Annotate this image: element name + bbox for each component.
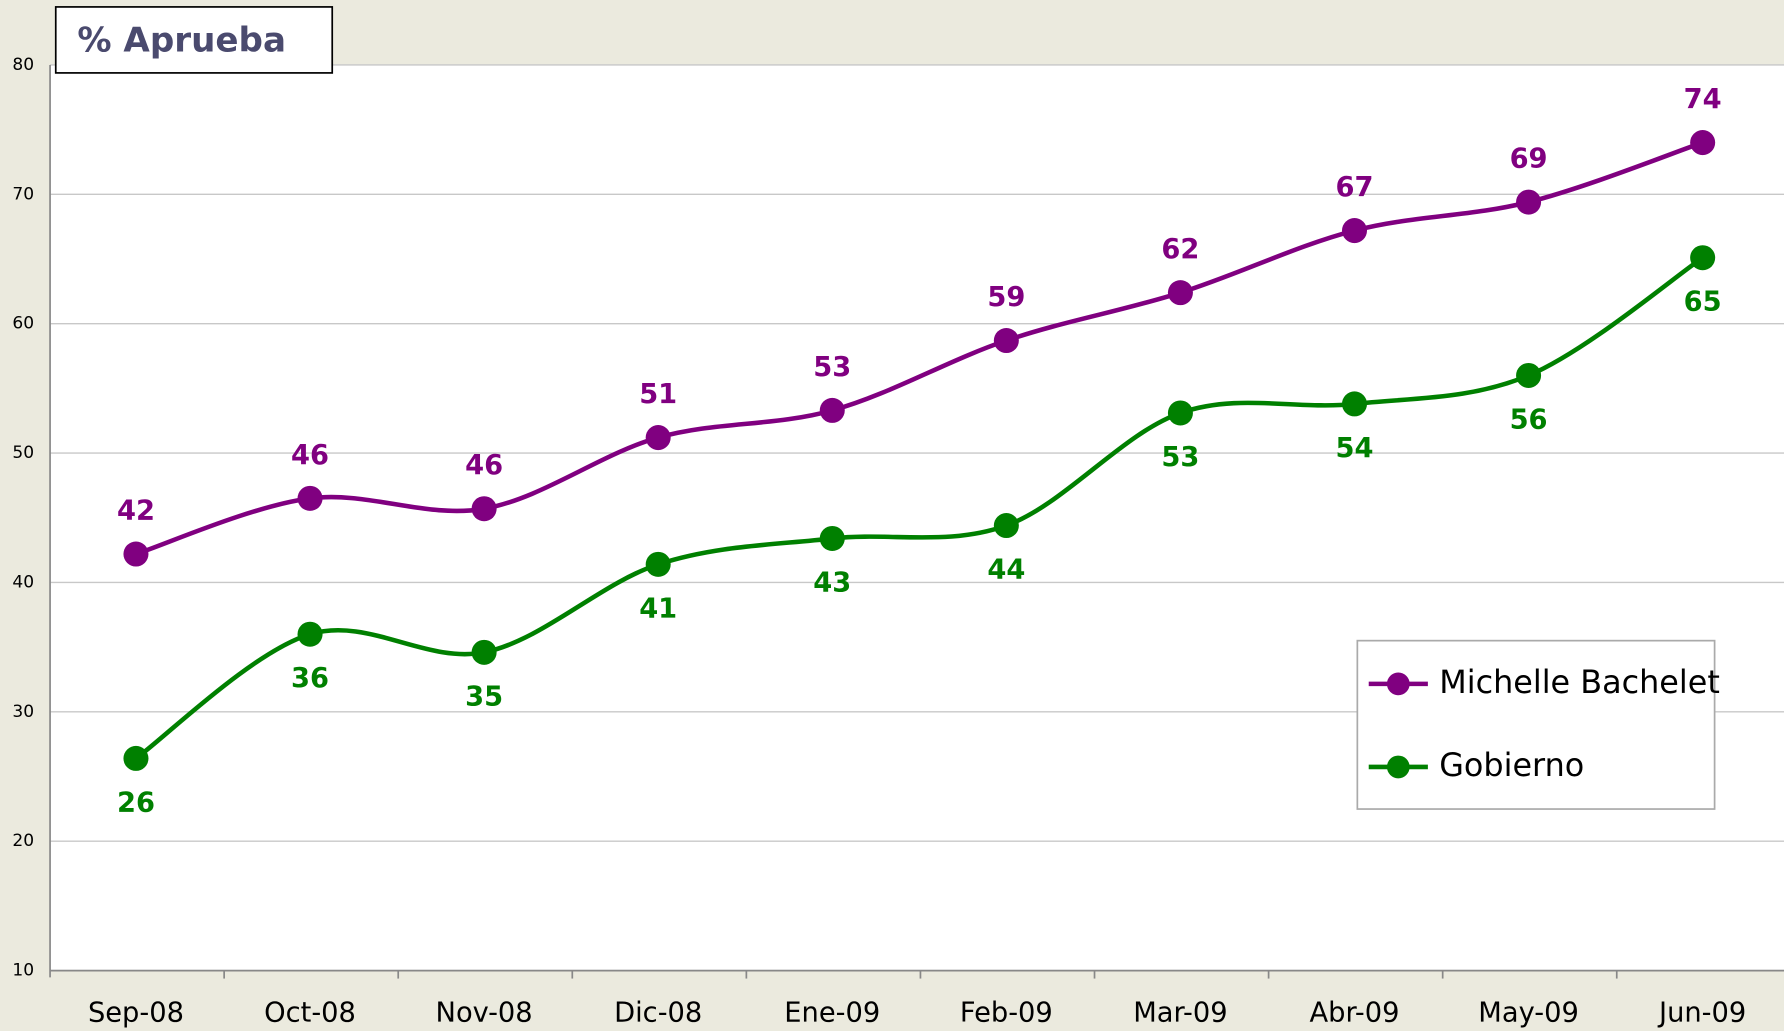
y-tick-label: 50 [12, 443, 34, 463]
y-tick-label: 40 [12, 572, 34, 592]
data-label: 46 [465, 450, 503, 481]
data-label: 26 [117, 787, 155, 818]
point [123, 541, 149, 567]
data-label: 74 [1684, 84, 1722, 115]
series-line [135, 140, 1704, 557]
point [297, 621, 323, 647]
data-label: 62 [1161, 234, 1199, 265]
y-tick-label: 20 [12, 831, 34, 851]
data-label: 35 [465, 681, 503, 712]
x-tick-label: Jun-09 [1657, 997, 1746, 1028]
point [645, 551, 671, 577]
data-label: 56 [1510, 404, 1548, 435]
legend-marker [1386, 755, 1410, 779]
data-label: 69 [1510, 143, 1548, 174]
data-label: 59 [987, 282, 1025, 313]
y-tick-label: 70 [12, 184, 34, 204]
point [645, 425, 671, 451]
point [1516, 362, 1542, 388]
y-tick-label: 80 [12, 55, 34, 75]
point [471, 496, 497, 522]
data-label: 51 [639, 379, 677, 410]
point [471, 639, 497, 665]
data-label: 41 [639, 593, 677, 624]
point [1167, 400, 1193, 426]
legend-label: Michelle Bachelet [1439, 663, 1720, 701]
legend-box [1356, 639, 1716, 810]
point [819, 397, 845, 423]
y-tick-label: 60 [12, 314, 34, 334]
data-label: 46 [291, 440, 329, 471]
x-tick-label: Feb-09 [960, 997, 1053, 1028]
data-label: 36 [291, 663, 329, 694]
x-tick-label: Abr-09 [1309, 997, 1399, 1028]
point [1516, 189, 1542, 215]
point [1167, 280, 1193, 306]
x-tick-label: Ene-09 [784, 997, 880, 1028]
point [819, 525, 845, 551]
x-tick-label: May-09 [1478, 997, 1579, 1028]
x-tick-label: Sep-08 [88, 997, 184, 1028]
point [123, 745, 149, 771]
point [1341, 218, 1368, 244]
series-line [134, 255, 1704, 761]
x-tick-label: Dic-08 [614, 997, 702, 1028]
x-tick-label: Oct-08 [264, 997, 356, 1028]
data-label: 54 [1335, 433, 1373, 464]
x-tick-label: Nov-08 [436, 997, 533, 1028]
data-label: 44 [987, 555, 1025, 586]
title-box [54, 6, 334, 74]
point [1690, 130, 1716, 156]
data-label: 43 [813, 567, 851, 598]
legend-label: Gobierno [1439, 746, 1584, 784]
point [1690, 245, 1716, 271]
data-label: 53 [1161, 442, 1199, 473]
data-label: 67 [1335, 172, 1373, 203]
legend-marker [1386, 672, 1410, 696]
y-tick-label: 10 [12, 961, 34, 981]
y-tick-label: 30 [12, 702, 34, 722]
data-label: 42 [117, 495, 155, 526]
point [297, 485, 323, 511]
point [993, 513, 1019, 539]
point [1341, 391, 1368, 417]
point [993, 328, 1019, 354]
plot-area [50, 64, 1784, 971]
x-tick-label: Mar-09 [1133, 997, 1227, 1028]
chart-title: % Aprueba [77, 21, 286, 61]
data-label: 53 [813, 352, 851, 383]
data-label: 65 [1684, 287, 1722, 318]
